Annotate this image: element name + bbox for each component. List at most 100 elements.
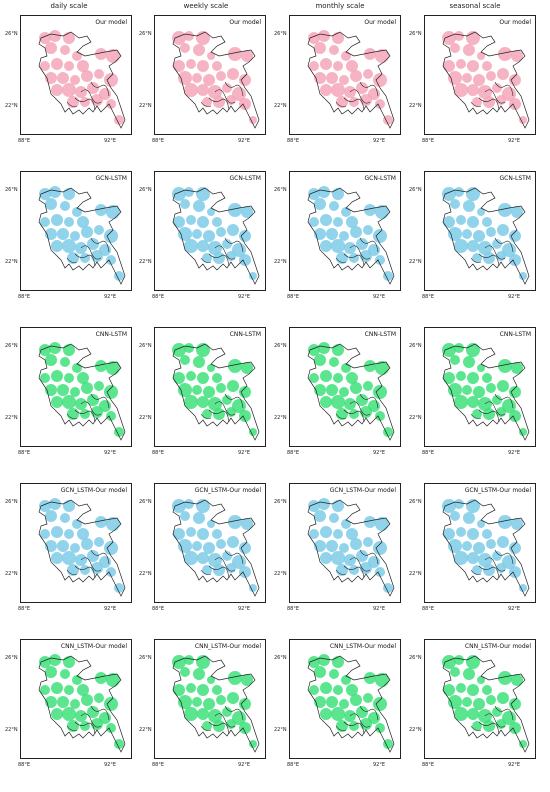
station-marker <box>509 74 521 86</box>
bangladesh-map <box>442 343 530 441</box>
station-marker <box>173 372 185 384</box>
station-marker <box>62 707 76 721</box>
river-line <box>343 565 365 579</box>
river-line <box>90 705 110 721</box>
station-marker <box>207 208 215 216</box>
station-marker <box>207 364 215 372</box>
station-marker <box>320 708 332 720</box>
station-marker <box>95 204 107 216</box>
station-marker <box>173 684 185 696</box>
station-marker <box>186 683 196 693</box>
station-marker <box>473 386 485 398</box>
station-marker <box>511 518 523 530</box>
station-marker <box>222 83 232 93</box>
station-marker <box>203 230 215 242</box>
country-outline <box>442 31 530 129</box>
station-marker <box>383 739 393 749</box>
station-marker <box>104 541 118 555</box>
river-line <box>224 237 244 253</box>
country-outline <box>307 187 395 285</box>
river-line <box>208 565 230 579</box>
lat-label-top: 26°N <box>274 343 287 349</box>
station-marker <box>364 48 376 60</box>
station-marker <box>80 97 90 107</box>
station-marker <box>63 32 75 44</box>
station-marker <box>63 500 75 512</box>
lat-label-top: 26°N <box>409 499 422 505</box>
lat-label-bottom: 22°N <box>5 415 18 421</box>
river-line <box>214 245 236 260</box>
station-marker <box>239 254 251 266</box>
station-marker <box>106 99 116 109</box>
station-marker <box>193 668 205 680</box>
lat-label-top: 26°N <box>274 187 287 193</box>
station-marker <box>192 73 202 83</box>
station-marker <box>203 698 215 710</box>
station-marker <box>477 208 485 216</box>
station-marker <box>454 499 464 509</box>
lon-label-left: 88°E <box>18 762 31 768</box>
station-marker <box>498 203 512 217</box>
station-marker <box>364 516 376 528</box>
station-marker <box>346 372 358 384</box>
station-marker <box>49 342 61 354</box>
station-marker <box>60 357 70 367</box>
bangladesh-map <box>38 342 126 441</box>
station-marker <box>57 384 69 396</box>
station-marker <box>502 243 516 257</box>
station-marker <box>95 48 107 60</box>
bangladesh-map <box>442 655 530 753</box>
station-marker <box>462 385 472 395</box>
lat-label-top: 26°N <box>139 655 152 661</box>
station-marker <box>216 383 226 393</box>
river-line <box>359 549 379 565</box>
station-marker <box>184 83 198 97</box>
station-marker <box>326 72 338 84</box>
station-marker <box>51 240 63 252</box>
station-marker <box>63 656 75 668</box>
lon-label-left: 88°E <box>287 450 300 456</box>
river-line <box>494 549 514 565</box>
lon-label-left: 88°E <box>18 138 31 144</box>
station-marker <box>232 711 246 725</box>
station-marker <box>72 51 82 61</box>
lat-label-top: 26°N <box>409 31 422 37</box>
station-marker <box>94 381 104 391</box>
station-marker <box>197 84 209 96</box>
station-marker <box>95 360 107 372</box>
station-marker <box>329 513 339 523</box>
river-line <box>224 549 244 565</box>
station-marker <box>77 684 89 696</box>
station-marker <box>462 541 472 551</box>
lon-label-left: 88°E <box>422 606 435 612</box>
map-panel: Our model <box>424 15 536 135</box>
station-marker <box>106 255 116 265</box>
station-marker <box>212 61 222 71</box>
lon-label-right: 92°E <box>508 450 521 456</box>
station-marker <box>184 343 194 353</box>
station-marker <box>173 528 185 540</box>
river-line <box>214 401 236 416</box>
station-marker <box>212 529 222 539</box>
station-marker <box>184 499 194 509</box>
station-marker <box>104 229 118 243</box>
station-marker <box>239 410 251 422</box>
station-marker <box>375 49 389 63</box>
river-line <box>66 101 78 107</box>
station-marker <box>51 552 63 564</box>
river-line <box>214 89 236 104</box>
station-marker <box>228 359 242 373</box>
station-marker <box>375 567 385 577</box>
lat-label-bottom: 22°N <box>409 259 422 265</box>
station-marker <box>339 699 349 709</box>
station-marker <box>193 512 205 524</box>
station-marker <box>72 519 82 529</box>
country-outline <box>307 655 395 753</box>
station-marker <box>443 684 455 696</box>
country-outline <box>172 499 260 597</box>
map-panel: CNN_LSTM-Our model <box>20 639 132 759</box>
station-marker <box>472 97 482 107</box>
lat-label-bottom: 22°N <box>139 103 152 109</box>
station-marker <box>178 383 192 397</box>
station-marker <box>106 411 116 421</box>
